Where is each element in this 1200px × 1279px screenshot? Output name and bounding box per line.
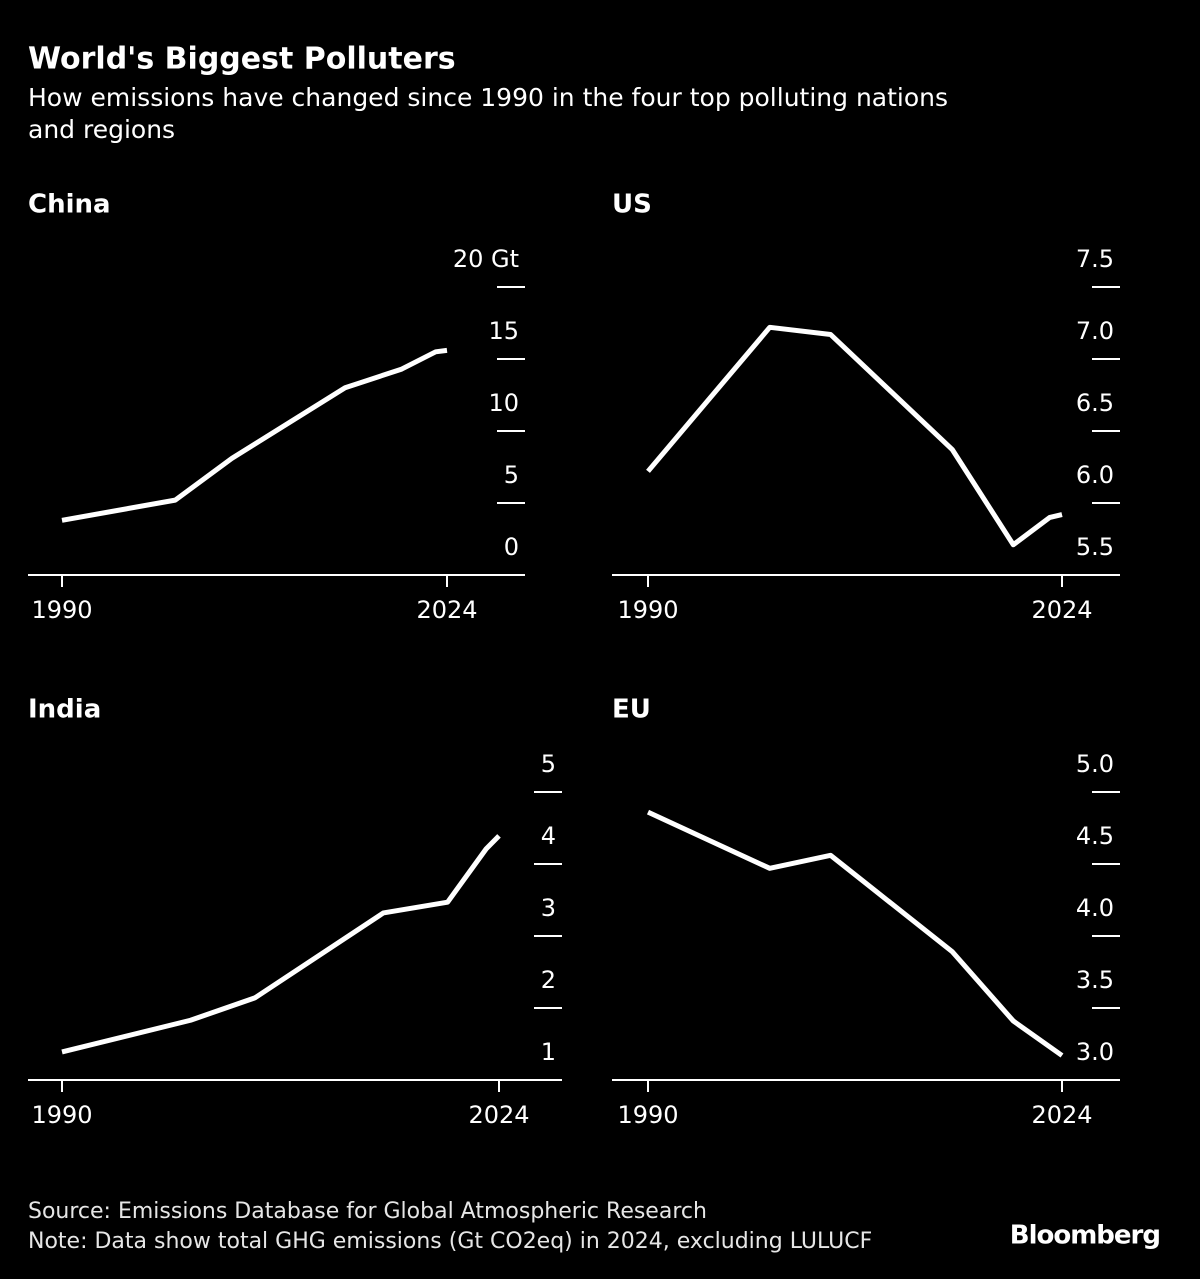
y-tick-label: 5.0 — [1076, 750, 1114, 778]
y-tick-label: 4.5 — [1076, 822, 1114, 850]
y-tick-label: 4 — [541, 822, 556, 850]
y-tick-label: 5.5 — [1076, 533, 1114, 561]
panel-title: US — [612, 190, 652, 220]
y-tick-label: 3 — [541, 894, 556, 922]
y-tick-label: 20 Gt — [453, 245, 519, 273]
x-tick-label: 1990 — [617, 1101, 678, 1129]
data-line — [61, 834, 501, 1055]
page-subtitle: How emissions have changed since 1990 in… — [28, 83, 948, 112]
y-tick-label: 1 — [541, 1038, 556, 1066]
y-tick-label: 5 — [541, 750, 556, 778]
y-tick-label: 5 — [504, 461, 519, 489]
x-tick-label: 1990 — [617, 596, 678, 624]
panel-title: China — [28, 190, 111, 220]
y-tick-label: 7.5 — [1076, 245, 1114, 273]
x-tick-label: 1990 — [31, 1101, 92, 1129]
y-tick-label: 3.0 — [1076, 1038, 1114, 1066]
y-tick-label: 15 — [488, 317, 519, 345]
y-tick-label: 7.0 — [1076, 317, 1114, 345]
y-tick-label: 4.0 — [1076, 894, 1114, 922]
x-tick-label: 2024 — [1031, 1101, 1092, 1129]
y-tick-label: 6.0 — [1076, 461, 1114, 489]
y-tick-label: 6.5 — [1076, 389, 1114, 417]
page-title: World's Biggest Polluters — [28, 42, 456, 77]
y-tick-label: 0 — [504, 533, 519, 561]
data-line — [61, 347, 448, 523]
panel-title: India — [28, 695, 101, 725]
page-subtitle: and regions — [28, 115, 175, 144]
y-tick-label: 10 — [488, 389, 519, 417]
x-tick-label: 1990 — [31, 596, 92, 624]
data-line — [646, 809, 1064, 1058]
source-note: Source: Emissions Database for Global At… — [28, 1199, 707, 1224]
y-tick-label: 2 — [541, 966, 556, 994]
panel-title: EU — [612, 695, 651, 725]
x-tick-label: 2024 — [1031, 596, 1092, 624]
brand-logo: Bloomberg — [1010, 1221, 1160, 1251]
data-line — [646, 324, 1063, 548]
y-tick-label: 3.5 — [1076, 966, 1114, 994]
x-tick-label: 2024 — [468, 1101, 529, 1129]
footnote: Note: Data show total GHG emissions (Gt … — [28, 1229, 872, 1254]
x-tick-label: 2024 — [416, 596, 477, 624]
